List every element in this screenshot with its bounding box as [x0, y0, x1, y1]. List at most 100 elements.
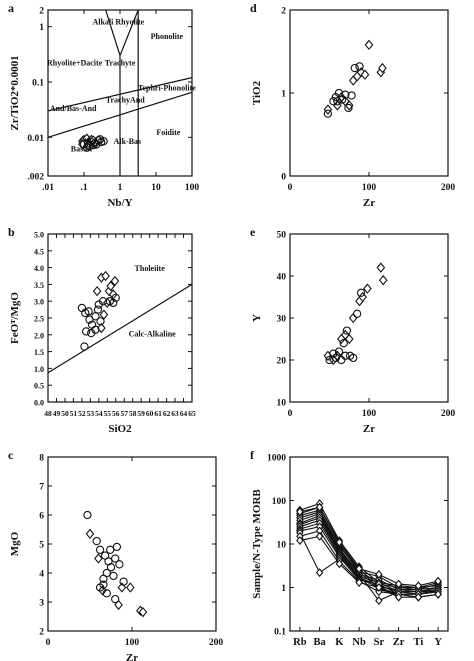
y-tick-label: 3.0: [34, 298, 44, 307]
data-point: [348, 312, 358, 324]
data-point: [333, 97, 342, 106]
chart-panel-d: d 0 1 2 0 100 200 Zr TiO2: [250, 1, 455, 209]
data-point: [92, 536, 101, 546]
data-point: [296, 536, 304, 546]
x-tick-label: Rb: [293, 637, 307, 648]
x-tick-label: 52: [78, 409, 86, 418]
data-point: [115, 560, 124, 569]
x-tick-label: 60: [146, 409, 154, 418]
data-point: [329, 97, 338, 106]
y-tick-label: .002: [27, 173, 44, 183]
data-point: [352, 309, 362, 318]
data-point: [117, 582, 127, 593]
field-label: TrachyAnd: [106, 95, 146, 104]
x-axis-label: Nb/Y: [107, 197, 132, 209]
y-tick-label: 20: [277, 357, 287, 367]
y-tick-label: 0.0: [34, 399, 44, 408]
data-point: [80, 342, 89, 351]
data-point: [85, 528, 95, 540]
x-axis-label: Zr: [363, 197, 375, 209]
data-point: [106, 545, 115, 554]
chart-panel-a: a .002 0.01 0.1 1 2 .01 .1 1 10 100 Nb/Y Zr/TiO2*0.0…: [8, 1, 199, 209]
data-point: [111, 554, 120, 563]
data-point: [434, 589, 442, 599]
data-point: [350, 63, 359, 73]
x-tick-label: 65: [188, 409, 196, 418]
x-tick-label: 100: [362, 409, 377, 419]
x-tick-label: 100: [185, 183, 200, 193]
plot-frame: [289, 9, 449, 177]
y-tick-label: 10: [277, 399, 287, 409]
data-point: [356, 288, 366, 297]
data-point: [323, 109, 333, 118]
data-point: [97, 322, 106, 334]
y-tick-label: 2.5: [34, 315, 44, 324]
y-tick-label: 2: [39, 7, 44, 17]
field-label: Calc-Alkaline: [129, 329, 177, 338]
y-tick-label: 10: [277, 541, 287, 551]
x-tick-label: 0: [288, 409, 293, 419]
x-tick-label: 200: [209, 638, 224, 648]
y-axis-label: FeOᵀ/MgO: [9, 292, 21, 344]
data-point: [323, 104, 333, 115]
x-axis-label: Zr: [126, 652, 138, 661]
y-tick-label: 1.0: [34, 365, 44, 374]
panel-label: c: [8, 448, 14, 462]
y-tick-label: 6: [39, 512, 44, 522]
data-point: [93, 305, 103, 314]
data-point: [347, 91, 356, 100]
panel-label: d: [250, 1, 257, 15]
data-point: [109, 571, 118, 581]
x-tick-label: 100: [362, 183, 377, 193]
data-point: [89, 141, 98, 150]
x-tick-label: 1: [118, 183, 123, 193]
y-tick-label: 100: [272, 497, 287, 507]
field-label: Phonolite: [151, 32, 184, 41]
x-tick-label: K: [335, 637, 344, 648]
field-label: Trachyte: [105, 58, 136, 67]
data-point: [99, 309, 109, 320]
y-tick-label: 2: [281, 7, 286, 17]
data-point: [349, 353, 358, 363]
data-point: [341, 351, 350, 360]
data-point: [95, 135, 105, 144]
data-point: [344, 100, 354, 111]
data-point: [344, 103, 353, 113]
y-tick-label: 1: [281, 584, 286, 594]
y-tick-label: 0: [281, 173, 286, 183]
x-axis-label: Zr: [363, 423, 375, 435]
data-point: [83, 510, 92, 520]
x-tick-label: Nb: [352, 637, 366, 648]
x-tick-label: 200: [441, 183, 456, 193]
data-point: [99, 580, 108, 589]
y-tick-label: 0.5: [34, 382, 44, 391]
y-tick-label: 1000: [267, 454, 286, 464]
data-point: [106, 563, 116, 572]
y-tick-label: 4.0: [34, 264, 44, 273]
data-point: [339, 339, 348, 348]
y-tick-label: 1: [39, 23, 44, 33]
data-point: [96, 317, 105, 326]
field-label: Rhyolite+Dacite: [47, 58, 103, 67]
data-point: [315, 531, 324, 541]
data-point: [99, 574, 108, 583]
y-tick-label: 0.1: [32, 78, 44, 88]
data-point: [414, 581, 423, 591]
data-point: [378, 275, 388, 286]
field-boundary: [47, 283, 193, 374]
x-tick-label: 51: [70, 409, 78, 418]
y-tick-label: 2.0: [34, 331, 44, 340]
data-point: [414, 592, 423, 602]
data-point: [363, 283, 372, 294]
y-tick-label: 1: [281, 90, 286, 100]
field-label: Alk-Bas: [114, 137, 142, 146]
data-point: [360, 69, 370, 80]
panel-label: b: [8, 225, 15, 239]
data-point: [94, 553, 103, 564]
data-point: [106, 280, 115, 292]
x-tick-label: Sr: [374, 637, 385, 648]
data-point: [394, 579, 403, 589]
x-tick-label: 58: [129, 409, 137, 418]
x-tick-label: 63: [171, 409, 179, 418]
